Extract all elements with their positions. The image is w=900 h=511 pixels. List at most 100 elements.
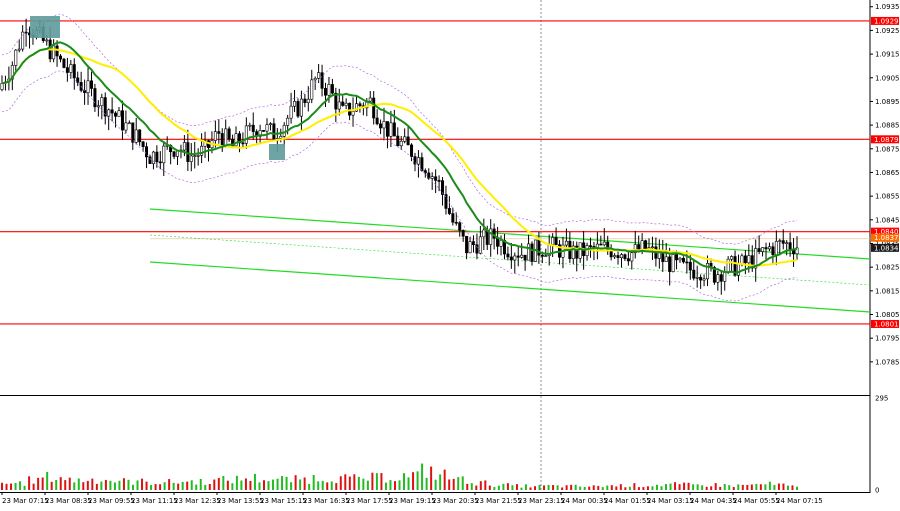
- candle-body: [506, 253, 510, 258]
- candle-body: [313, 78, 317, 81]
- volume-tick-label: 295: [875, 395, 888, 403]
- candle-body: [530, 243, 534, 262]
- price-candle: [506, 246, 510, 261]
- price-candle: [413, 152, 417, 172]
- price-candle: [124, 110, 128, 134]
- price-candle: [324, 82, 328, 107]
- price-candle: [24, 18, 28, 47]
- candle-body: [478, 236, 482, 254]
- candle-body: [162, 145, 166, 164]
- price-candle: [616, 251, 620, 265]
- time-tick-label: 23 Mar 20:35: [432, 497, 479, 505]
- price-candle: [189, 143, 193, 172]
- candle-body: [110, 109, 114, 114]
- candle-body: [148, 156, 152, 164]
- price-candle: [59, 54, 63, 63]
- price-candle: [392, 109, 396, 137]
- price-candle: [451, 207, 455, 226]
- price-candle: [619, 253, 623, 268]
- candle-body: [268, 123, 272, 125]
- candle-body: [788, 242, 792, 250]
- candle-body: [434, 176, 438, 181]
- price-candle: [351, 97, 355, 127]
- candle-body: [688, 261, 692, 271]
- candle-body: [544, 255, 548, 258]
- price-candle: [623, 253, 627, 261]
- price-candle: [114, 111, 118, 128]
- candle-body: [193, 155, 197, 157]
- price-candle: [52, 39, 56, 63]
- current-price-tag-label: 1.0834: [874, 244, 899, 252]
- candle-body: [396, 135, 400, 147]
- candle-body: [262, 130, 266, 132]
- price-candle: [792, 238, 796, 267]
- candle-body: [616, 255, 620, 258]
- candle-body: [213, 131, 217, 141]
- price-candle: [89, 71, 93, 97]
- price-candle: [83, 79, 87, 105]
- candle-body: [564, 240, 568, 246]
- price-candle: [496, 226, 500, 255]
- candle-body: [227, 128, 231, 140]
- candle-body: [441, 180, 445, 195]
- candle-body: [310, 79, 314, 100]
- candle-body: [389, 122, 393, 137]
- price-tick-label: 1.0865: [875, 169, 900, 177]
- price-candle: [458, 221, 462, 237]
- candle-body: [764, 247, 768, 250]
- candle-body: [482, 229, 486, 238]
- price-tick-label: 1.0885: [875, 122, 900, 130]
- price-candle: [117, 106, 121, 117]
- candle-body: [719, 274, 723, 282]
- candle-body: [475, 244, 479, 254]
- price-candle: [162, 141, 166, 177]
- candle-body: [630, 252, 634, 262]
- candle-body: [354, 103, 358, 112]
- candle-body: [155, 151, 159, 163]
- horizontal-levels: [0, 20, 870, 325]
- price-candle: [14, 49, 18, 73]
- candle-body: [107, 109, 111, 117]
- candle-body: [324, 88, 328, 96]
- candle-body: [520, 254, 524, 258]
- price-candle: [461, 229, 465, 242]
- candle-body: [406, 136, 410, 146]
- volume-tick-label: 0: [875, 487, 879, 495]
- time-tick-label: 23 Mar 12:35: [174, 497, 221, 505]
- price-candle: [65, 57, 69, 82]
- candle-body: [59, 55, 63, 60]
- price-candle: [100, 93, 104, 120]
- candle-body: [602, 241, 606, 246]
- candle-body: [172, 151, 176, 157]
- price-candle: [609, 244, 613, 261]
- price-candle: [650, 236, 654, 261]
- candle-body: [437, 180, 441, 182]
- level-price-tag-label: 1.0801: [874, 320, 899, 328]
- price-candle: [757, 235, 761, 255]
- price-candle: [148, 154, 152, 164]
- candle-body: [499, 240, 503, 247]
- time-tick-label: 23 Mar 21:55: [475, 497, 522, 505]
- candle-body: [392, 122, 396, 137]
- candle-body: [327, 84, 331, 96]
- candle-body: [523, 254, 527, 261]
- price-tick-label: 1.0935: [875, 3, 900, 11]
- candle-body: [306, 98, 310, 103]
- price-candle: [96, 100, 100, 117]
- price-tick-label: 1.0915: [875, 51, 900, 59]
- price-candle: [131, 122, 135, 150]
- time-tick-label: 23 Mar 23:15: [518, 497, 565, 505]
- candle-body: [368, 97, 372, 102]
- candle-body: [551, 237, 555, 245]
- candle-body: [399, 140, 403, 147]
- price-candle: [478, 225, 482, 255]
- candle-body: [403, 136, 407, 142]
- candle-body: [348, 102, 352, 116]
- candle-body: [120, 110, 124, 131]
- channel-lower-line: [149, 261, 871, 313]
- price-candle: [736, 254, 740, 282]
- candle-body: [217, 131, 221, 134]
- price-candle: [454, 212, 458, 226]
- moving-averages: [1, 13, 798, 302]
- candle-body: [619, 254, 623, 258]
